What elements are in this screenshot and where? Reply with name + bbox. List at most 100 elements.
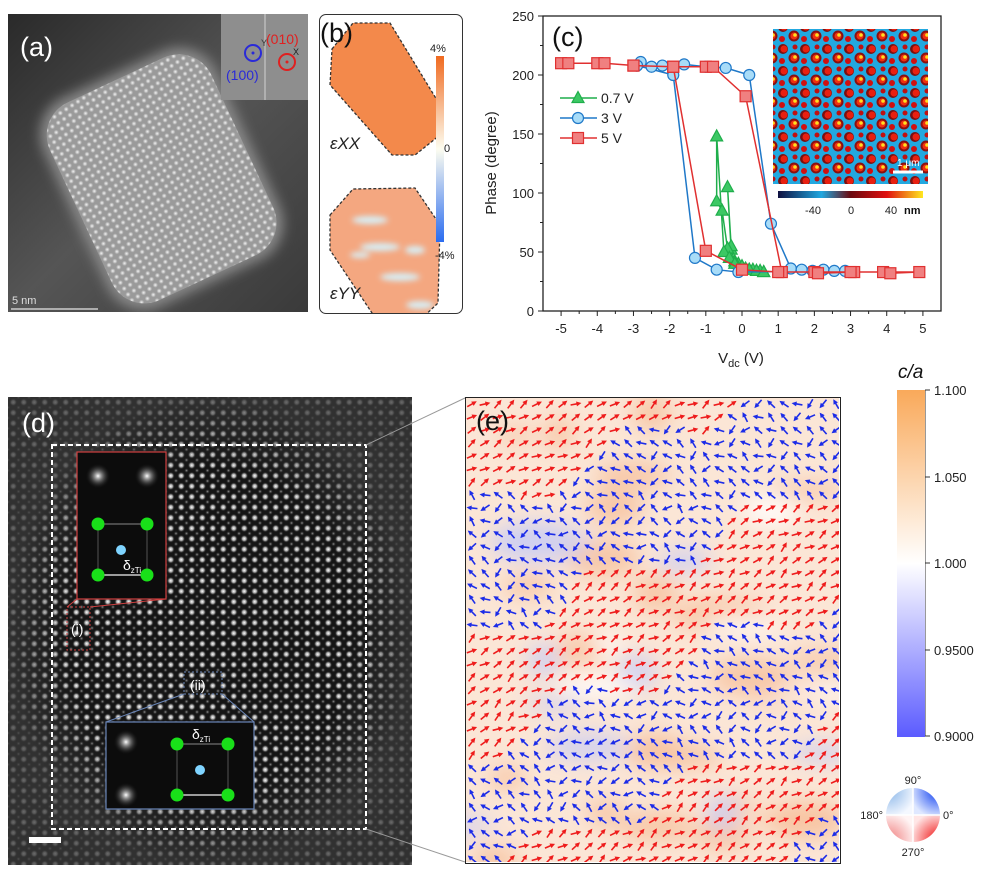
polarization-arrow [726, 661, 738, 667]
arrow-head [834, 764, 840, 770]
arrow-head [609, 726, 616, 732]
arrow-head [692, 778, 699, 784]
polarization-arrow [806, 672, 814, 683]
polarization-arrow [598, 790, 607, 799]
arrow-head [481, 568, 487, 575]
arrow-head [714, 466, 720, 471]
polarization-arrow [636, 466, 647, 473]
polarization-arrow [688, 608, 697, 617]
polarization-arrow [832, 672, 840, 682]
arrow-head [679, 843, 686, 849]
arrow-head [662, 713, 668, 718]
arrow-head [493, 765, 499, 771]
arrow-head [640, 414, 646, 420]
arrow-head [653, 661, 659, 667]
arrow-head [622, 544, 629, 550]
polarization-arrow [767, 400, 776, 409]
polarization-arrow [544, 609, 556, 615]
arrow-head [610, 440, 616, 445]
polarization-arrow [662, 634, 672, 643]
polarization-arrow [765, 518, 777, 524]
polarization-arrow [794, 685, 801, 696]
arrow-head [626, 400, 633, 406]
arrow-head [692, 843, 699, 849]
polarization-arrow [570, 674, 581, 681]
arrow-head [467, 545, 474, 551]
polarization-arrow [687, 752, 699, 758]
arrow-head [610, 519, 617, 525]
polarization-arrow [701, 712, 712, 719]
arrow-head [678, 660, 684, 666]
polarization-arrow [635, 596, 646, 603]
arrow-head [509, 399, 515, 406]
polarization-arrow [674, 583, 686, 589]
arrow-head [809, 531, 815, 536]
polarization-arrow [480, 529, 490, 538]
arrow-head [600, 828, 606, 835]
polarization-arrow [765, 661, 777, 667]
polarization-arrow [726, 622, 738, 628]
arrow-head [584, 544, 590, 550]
arrow-head [809, 752, 815, 758]
arrow-head [470, 633, 475, 639]
arrow-head [703, 659, 709, 665]
arrow-head [678, 594, 684, 601]
arrow-head [570, 739, 576, 745]
polarization-arrow [728, 568, 735, 579]
polarization-arrow [768, 437, 775, 448]
polarization-arrow [832, 620, 840, 629]
polarization-arrow [505, 687, 516, 694]
arrow-head [588, 661, 595, 667]
polarization-arrow [480, 751, 490, 760]
polarization-arrow [597, 828, 606, 838]
arrow-head [520, 777, 526, 783]
arrow-head [523, 843, 530, 849]
polarization-arrow [727, 608, 737, 617]
arrow-head [793, 659, 799, 666]
arrow-head [679, 817, 686, 823]
polarization-arrow [754, 737, 762, 747]
arrow-head [546, 594, 552, 601]
arrow-head [753, 491, 760, 497]
arrow-head [640, 661, 647, 667]
arrow-head [548, 478, 555, 484]
arrow-head [821, 529, 827, 536]
polarization-arrow [479, 544, 491, 550]
arrow-head [765, 661, 772, 667]
polarization-arrow [779, 400, 790, 408]
polarization-arrow [713, 557, 725, 563]
polarization-arrow [570, 856, 582, 862]
arrow-head [806, 425, 812, 432]
polarization-arrow [531, 557, 543, 563]
polarization-arrow [610, 479, 621, 486]
arrow-head [727, 699, 734, 705]
arrow-head [587, 581, 593, 588]
arrow-head [783, 765, 790, 771]
polarization-arrow [752, 596, 764, 602]
polarization-arrow [609, 856, 621, 862]
arrow-head [584, 491, 591, 497]
polarization-arrow [791, 570, 803, 576]
polarization-arrow [713, 583, 725, 589]
arrow-head [831, 439, 837, 445]
arrow-head [623, 805, 630, 811]
y-tick-label: 200 [512, 68, 534, 83]
polarization-arrow [714, 594, 723, 604]
arrow-head [468, 569, 474, 575]
arrow-head [559, 764, 565, 770]
polarization-arrow [766, 648, 777, 655]
arrow-head [636, 791, 642, 796]
polarization-arrow [635, 661, 647, 667]
arrow-head [705, 583, 711, 588]
arrow-head [819, 662, 825, 669]
arrow-head [483, 751, 490, 757]
arrow-head [558, 701, 564, 706]
arrow-head [730, 400, 737, 406]
arrow-head [523, 453, 529, 458]
data-point [719, 61, 732, 75]
arrow-head [819, 402, 825, 409]
arrow-head [754, 737, 760, 744]
polarization-arrow [689, 633, 696, 644]
polarization-arrow [674, 401, 686, 407]
polarization-arrow [610, 543, 620, 551]
